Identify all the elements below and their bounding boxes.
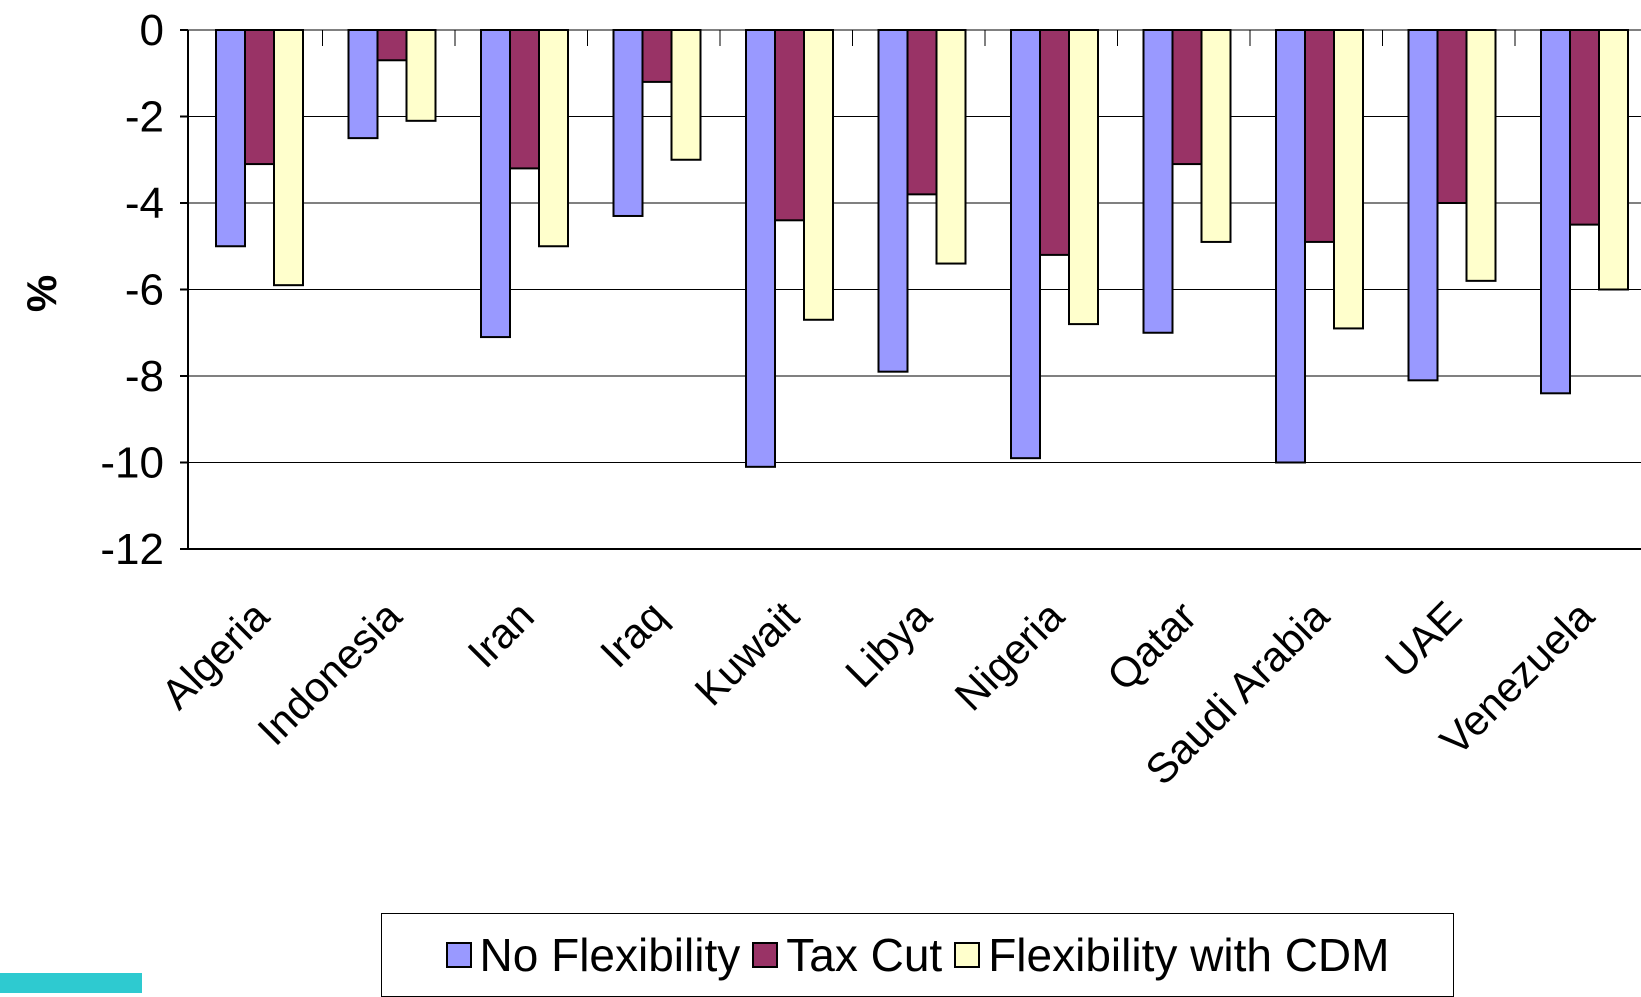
bar xyxy=(1569,29,1600,226)
x-tick-label: UAE xyxy=(1376,592,1470,686)
x-tick-label: Iran xyxy=(458,592,542,676)
bar xyxy=(1598,29,1629,291)
brand-strip xyxy=(0,973,142,993)
y-tick-label: -2 xyxy=(125,93,164,142)
legend-swatch xyxy=(954,942,981,968)
legend-label: No Flexibility xyxy=(479,929,741,981)
bar xyxy=(538,29,569,248)
x-tick-label: Algeria xyxy=(152,592,278,718)
x-tick-label: Iraq xyxy=(591,592,675,676)
legend-item: Tax Cut xyxy=(752,928,942,982)
bar xyxy=(1407,29,1439,382)
legend-item: No Flexibility xyxy=(445,928,741,982)
bar xyxy=(745,29,776,468)
bar xyxy=(774,29,805,222)
bar xyxy=(215,29,246,248)
legend-label: Flexibility with CDM xyxy=(988,929,1390,981)
y-tick-label: -12 xyxy=(100,525,164,574)
bar xyxy=(1010,29,1041,460)
bar xyxy=(347,29,379,140)
y-axis-title: % xyxy=(18,275,65,312)
bar xyxy=(906,29,938,196)
bar xyxy=(1039,29,1070,256)
x-tick-label: Kuwait xyxy=(685,592,808,715)
y-tick-label: -4 xyxy=(125,179,164,228)
bar xyxy=(1436,29,1468,204)
bar xyxy=(877,29,909,373)
y-tick-label: 0 xyxy=(140,6,164,55)
x-tick-label: Indonesia xyxy=(248,592,410,754)
y-tick-label: -6 xyxy=(125,266,164,315)
x-tick-label: Nigeria xyxy=(946,592,1074,720)
bar xyxy=(670,29,702,161)
bar xyxy=(1275,29,1306,464)
bar xyxy=(1068,29,1099,326)
bar xyxy=(1465,29,1497,282)
bar xyxy=(509,29,540,170)
bar xyxy=(1333,29,1364,330)
bar xyxy=(376,29,408,62)
legend-swatch xyxy=(752,942,779,968)
bar xyxy=(612,29,644,217)
x-tick-label: Libya xyxy=(836,592,941,697)
y-tick-label: -10 xyxy=(100,439,164,488)
bar xyxy=(1540,29,1571,395)
bar xyxy=(1142,29,1174,334)
legend: No Flexibility Tax Cut Flexibility with CD… xyxy=(381,913,1454,997)
bar xyxy=(244,29,275,166)
bar xyxy=(480,29,511,339)
bar xyxy=(1200,29,1232,243)
bar xyxy=(641,29,673,83)
bar xyxy=(803,29,834,321)
bar xyxy=(273,29,304,287)
bar xyxy=(405,29,437,122)
legend-swatch xyxy=(445,942,472,968)
bar xyxy=(1304,29,1335,243)
legend-label: Tax Cut xyxy=(786,929,943,981)
bar xyxy=(1171,29,1203,166)
legend-item: Flexibility with CDM xyxy=(954,928,1389,982)
y-tick-label: -8 xyxy=(125,352,164,401)
bar xyxy=(935,29,967,265)
x-tick-label: Qatar xyxy=(1098,592,1206,700)
